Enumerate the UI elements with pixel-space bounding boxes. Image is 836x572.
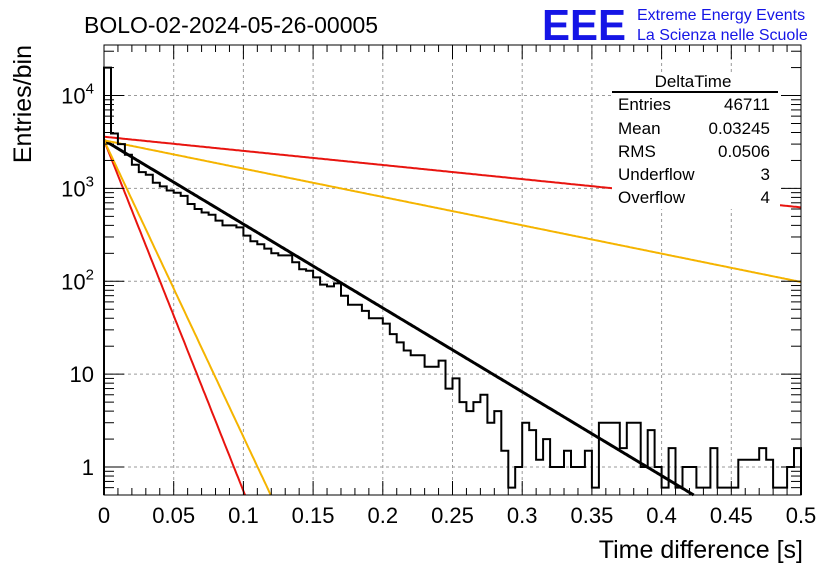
stats-box: DeltaTime Entries 46711 Mean 0.03245 RMS…	[612, 72, 780, 209]
y-tick-label-exponent: 4	[86, 81, 94, 98]
stats-label-underflow: Underflow	[618, 165, 695, 184]
stats-value-entries: 46711	[724, 95, 770, 114]
histogram	[103, 66, 802, 495]
y-tick-label-base: 10	[61, 269, 85, 294]
x-tick-label: 0.2	[368, 503, 399, 528]
fit-curve	[103, 139, 272, 496]
fit-curve	[103, 139, 802, 283]
x-tick-label: 0.25	[431, 503, 474, 528]
y-tick-label: 102	[61, 266, 94, 294]
x-tick-label: 0.45	[710, 503, 753, 528]
fit-curve	[103, 139, 695, 497]
x-tick-label: 0.4	[646, 503, 677, 528]
x-tick-label: 0.1	[228, 503, 259, 528]
stats-title: DeltaTime	[655, 72, 732, 91]
stats-box-background	[612, 73, 780, 209]
x-tick-label: 0.35	[570, 503, 613, 528]
x-tick-label: 0.15	[292, 503, 335, 528]
x-tick-label: 0	[98, 503, 110, 528]
x-axis-label: Time difference [s]	[599, 536, 803, 564]
stats-value-rms: 0.0506	[718, 142, 770, 161]
y-tick-label: 10	[70, 362, 94, 387]
axis-ticks	[103, 45, 802, 496]
x-tick-label: 0.05	[152, 503, 195, 528]
fit-curve	[103, 139, 246, 496]
stats-value-mean: 0.03245	[709, 119, 770, 138]
chart-title: BOLO-02-2024-05-26-00005	[84, 12, 378, 38]
x-tick-label: 0.5	[786, 503, 817, 528]
x-tick-label: 0.3	[507, 503, 538, 528]
logo-eee-mark: EEE	[542, 1, 626, 50]
x-tick-labels: 0 0.05 0.1 0.15 0.2 0.25 0.3 0.35 0.4 0.45 0.5	[98, 503, 816, 528]
y-tick-label-exponent: 2	[86, 266, 94, 283]
stats-value-overflow: 4	[761, 188, 770, 207]
y-tick-label: 1	[82, 455, 94, 480]
y-tick-label-base: 1	[82, 455, 94, 480]
y-tick-label: 104	[61, 81, 94, 109]
stats-value-underflow: 3	[761, 165, 770, 184]
logo-line-1: Extreme Energy Events	[637, 7, 805, 24]
fit-curves	[103, 135, 802, 497]
y-tick-label-base: 10	[61, 84, 85, 109]
stats-label-entries: Entries	[618, 95, 671, 114]
y-tick-label-base: 10	[70, 362, 94, 387]
logo-line-2: La Scienza nelle Scuole	[637, 27, 808, 44]
y-tick-label-base: 10	[61, 176, 85, 201]
stats-label-rms: RMS	[618, 142, 656, 161]
y-tick-label-exponent: 3	[86, 173, 94, 190]
histogram-steps	[103, 66, 802, 495]
y-axis-label: Entries/bin	[9, 45, 37, 163]
stats-label-mean: Mean	[618, 119, 661, 138]
y-tick-label: 103	[61, 173, 94, 201]
stats-label-overflow: Overflow	[618, 188, 686, 207]
